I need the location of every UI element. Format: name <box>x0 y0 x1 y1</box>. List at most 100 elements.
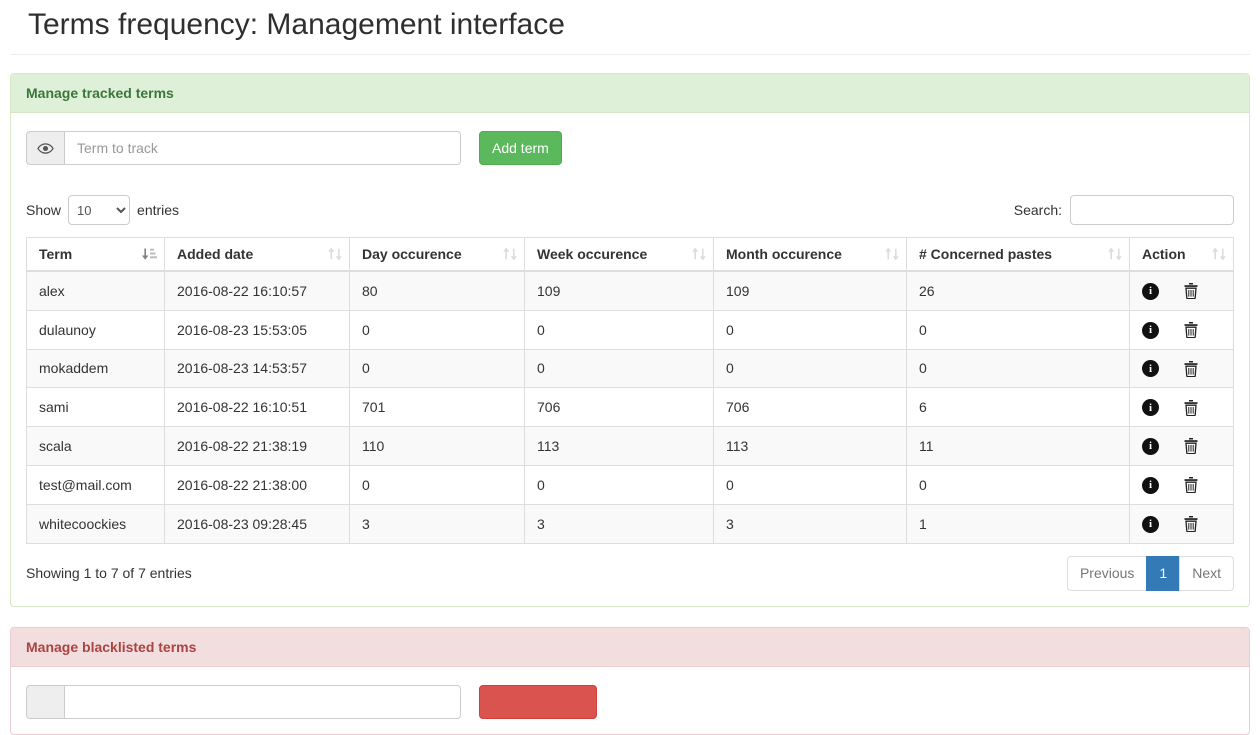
table-row: test@mail.com 2016-08-22 21:38:00 0 0 0 … <box>26 464 1234 505</box>
day-occurence-cell: 0 <box>349 309 525 350</box>
added-date-cell: 2016-08-22 21:38:00 <box>164 464 350 505</box>
day-occurence-cell: 0 <box>349 348 525 389</box>
blacklist-term-row <box>26 684 1234 719</box>
trash-icon[interactable] <box>1184 438 1198 455</box>
table-row: dulaunoy 2016-08-23 15:53:05 0 0 0 0 i <box>26 309 1234 350</box>
month-occurence-cell: 706 <box>713 387 907 428</box>
term-input-group <box>26 131 461 165</box>
trash-icon[interactable] <box>1184 360 1198 378</box>
column-header[interactable]: # Concerned pastes <box>906 237 1130 272</box>
search-label: Search: <box>1013 202 1062 218</box>
day-occurence-cell: 701 <box>349 387 525 428</box>
concerned-pastes-cell: 26 <box>906 270 1130 311</box>
add-term-row: Add term <box>26 131 1234 165</box>
day-occurence-cell: 110 <box>349 426 525 466</box>
month-occurence-cell: 3 <box>713 503 907 544</box>
page: Terms frequency: Management interface Ma… <box>0 8 1260 735</box>
concerned-pastes-cell: 0 <box>906 309 1130 350</box>
pagination-page-1[interactable]: 1 <box>1146 555 1181 591</box>
term-to-track-input[interactable] <box>64 131 461 165</box>
column-header[interactable]: Term <box>26 237 165 272</box>
search-input[interactable] <box>1070 195 1234 225</box>
month-occurence-cell: 113 <box>713 426 907 466</box>
trash-icon[interactable] <box>1184 322 1198 339</box>
month-occurence-cell: 0 <box>713 309 907 350</box>
table-row: whitecoockies 2016-08-23 09:28:45 3 3 3 … <box>26 503 1234 544</box>
added-date-cell: 2016-08-22 16:10:51 <box>164 387 350 428</box>
datatable-controls: Show 10 entries Search: <box>26 195 1234 225</box>
week-occurence-cell: 113 <box>524 426 714 466</box>
week-occurence-cell: 706 <box>524 387 714 428</box>
show-label: Show <box>26 202 62 218</box>
concerned-pastes-cell: 1 <box>906 503 1130 544</box>
added-date-cell: 2016-08-23 15:53:05 <box>164 309 350 350</box>
action-cell: i <box>1129 503 1234 544</box>
week-occurence-cell: 3 <box>524 503 714 544</box>
blacklist-input-addon <box>26 684 64 719</box>
title-divider <box>10 54 1250 55</box>
column-header[interactable]: Added date <box>164 237 350 272</box>
sort-both-icon <box>503 247 517 261</box>
pagination: Previous 1 Next <box>1066 555 1234 591</box>
search-control: Search: <box>1014 195 1234 225</box>
blacklisted-terms-panel-heading: Manage blacklisted terms <box>11 627 1249 667</box>
trash-icon[interactable] <box>1184 283 1198 300</box>
blacklisted-terms-panel: Manage blacklisted terms <box>10 626 1250 735</box>
sort-both-icon <box>1212 247 1226 261</box>
terms-table-header-row: Term <box>26 237 1234 272</box>
info-icon[interactable]: i <box>1142 399 1159 417</box>
added-date-cell: 2016-08-22 16:10:57 <box>164 270 350 311</box>
pagination-previous[interactable]: Previous <box>1066 555 1148 591</box>
entries-info: Showing 1 to 7 of 7 entries <box>26 565 192 582</box>
term-cell: scala <box>26 426 165 466</box>
action-cell: i <box>1129 387 1234 428</box>
column-header[interactable]: Month occurence <box>713 237 907 272</box>
added-date-cell: 2016-08-23 14:53:57 <box>164 348 350 389</box>
info-icon[interactable]: i <box>1142 321 1159 339</box>
pagination-next[interactable]: Next <box>1179 555 1234 591</box>
terms-table-body: alex 2016-08-22 16:10:57 80 109 109 26 i <box>26 270 1234 544</box>
trash-icon[interactable] <box>1184 399 1198 417</box>
blacklisted-terms-panel-body <box>11 667 1249 734</box>
day-occurence-cell: 0 <box>349 464 525 505</box>
action-cell: i <box>1129 464 1234 505</box>
entries-label: entries <box>137 202 180 218</box>
info-icon[interactable]: i <box>1142 515 1159 533</box>
table-row: alex 2016-08-22 16:10:57 80 109 109 26 i <box>26 270 1234 311</box>
sort-both-icon <box>885 247 899 261</box>
blacklist-input-group <box>26 684 461 719</box>
concerned-pastes-cell: 11 <box>906 426 1130 466</box>
table-row: scala 2016-08-22 21:38:19 110 113 113 11… <box>26 426 1234 466</box>
week-occurence-cell: 109 <box>524 270 714 311</box>
blacklist-term-button[interactable] <box>479 684 597 719</box>
week-occurence-cell: 0 <box>524 464 714 505</box>
add-term-button[interactable]: Add term <box>479 131 562 165</box>
month-occurence-cell: 0 <box>713 464 907 505</box>
term-cell: mokaddem <box>26 348 165 389</box>
month-occurence-cell: 0 <box>713 348 907 389</box>
tracked-terms-table: Term <box>26 237 1234 544</box>
added-date-cell: 2016-08-22 21:38:19 <box>164 426 350 466</box>
term-cell: dulaunoy <box>26 309 165 350</box>
week-occurence-cell: 0 <box>524 309 714 350</box>
info-icon[interactable]: i <box>1142 437 1159 455</box>
concerned-pastes-cell: 0 <box>906 348 1130 389</box>
term-to-blacklist-input[interactable] <box>64 684 461 719</box>
column-header[interactable]: Week occurence <box>524 237 714 272</box>
info-icon[interactable]: i <box>1142 282 1159 300</box>
trash-icon[interactable] <box>1184 477 1198 494</box>
info-icon[interactable]: i <box>1142 360 1159 378</box>
term-cell: whitecoockies <box>26 503 165 544</box>
show-entries-control: Show 10 entries <box>26 195 179 225</box>
sort-both-icon <box>328 247 342 261</box>
sort-ascending-icon <box>142 248 157 261</box>
tracked-terms-panel: Manage tracked terms Add term Show <box>10 73 1250 607</box>
page-length-select[interactable]: 10 <box>68 195 131 225</box>
trash-icon[interactable] <box>1184 516 1198 533</box>
tracked-terms-panel-body: Add term Show 10 entries Search: <box>11 113 1249 606</box>
info-icon[interactable]: i <box>1142 476 1159 494</box>
column-header[interactable]: Action <box>1129 237 1234 272</box>
column-header[interactable]: Day occurence <box>349 237 525 272</box>
table-row: sami 2016-08-22 16:10:51 701 706 706 6 i <box>26 387 1234 428</box>
action-cell: i <box>1129 348 1234 389</box>
